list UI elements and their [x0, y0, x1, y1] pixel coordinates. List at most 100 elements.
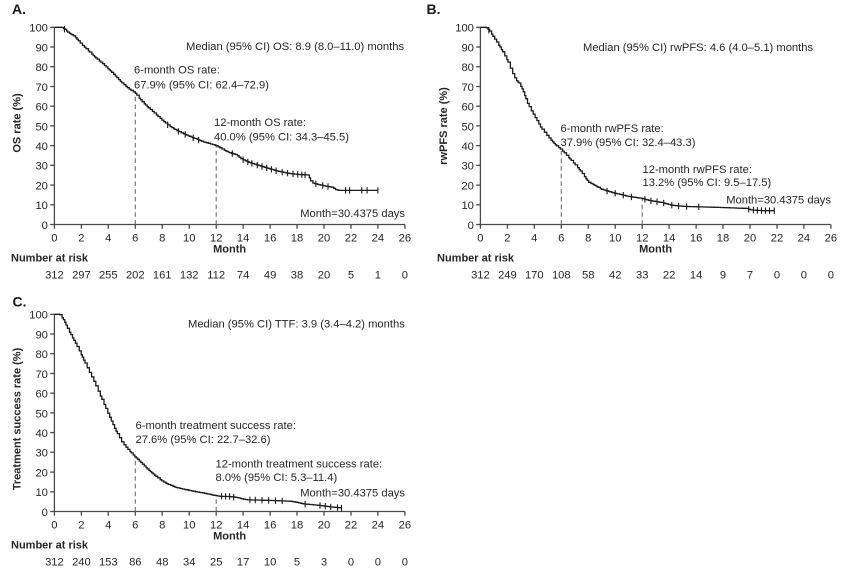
svg-text:rwPFS rate (%): rwPFS rate (%) — [438, 87, 450, 165]
svg-text:0: 0 — [468, 220, 474, 232]
svg-text:Number at risk: Number at risk — [437, 252, 515, 264]
svg-text:0: 0 — [402, 557, 408, 569]
svg-text:70: 70 — [35, 369, 47, 381]
svg-text:1: 1 — [375, 270, 381, 282]
svg-text:20: 20 — [35, 181, 47, 193]
svg-text:60: 60 — [461, 102, 473, 114]
svg-text:18: 18 — [291, 233, 303, 245]
svg-text:10: 10 — [264, 557, 276, 569]
svg-text:4: 4 — [105, 233, 111, 245]
svg-text:Treatment success rate (%): Treatment success rate (%) — [12, 347, 24, 490]
svg-text:40.0% (95% CI: 34.3–45.5): 40.0% (95% CI: 34.3–45.5) — [214, 132, 349, 144]
svg-text:22: 22 — [345, 233, 357, 245]
svg-text:20: 20 — [461, 181, 473, 193]
svg-text:13.2% (95% CI: 9.5–17.5): 13.2% (95% CI: 9.5–17.5) — [643, 177, 772, 189]
svg-text:0: 0 — [51, 233, 57, 245]
svg-text:202: 202 — [126, 270, 145, 282]
svg-text:49: 49 — [264, 270, 276, 282]
svg-text:0: 0 — [402, 270, 408, 282]
svg-text:10: 10 — [35, 200, 47, 212]
svg-text:20: 20 — [318, 233, 330, 245]
svg-text:5: 5 — [348, 270, 354, 282]
svg-text:0: 0 — [42, 220, 48, 232]
svg-text:6: 6 — [132, 520, 138, 532]
svg-text:100: 100 — [29, 310, 48, 322]
svg-text:108: 108 — [552, 270, 571, 282]
svg-text:3: 3 — [321, 557, 327, 569]
svg-text:8.0% (95% CI: 5.3–11.4): 8.0% (95% CI: 5.3–11.4) — [216, 472, 338, 484]
svg-text:12: 12 — [210, 520, 222, 532]
svg-text:12-month rwPFS rate:: 12-month rwPFS rate: — [643, 164, 752, 176]
svg-text:16: 16 — [264, 233, 276, 245]
svg-text:90: 90 — [35, 42, 47, 54]
svg-text:20: 20 — [318, 270, 330, 282]
svg-text:Month: Month — [213, 244, 246, 256]
svg-text:8: 8 — [585, 233, 591, 245]
svg-text:2: 2 — [78, 233, 84, 245]
svg-text:Month=30.4375 days: Month=30.4375 days — [726, 195, 831, 207]
svg-text:14: 14 — [663, 233, 675, 245]
svg-text:Month=30.4375 days: Month=30.4375 days — [300, 488, 405, 500]
svg-text:Median (95% CI) rwPFS: 4.6 (4.: Median (95% CI) rwPFS: 4.6 (4.0–5.1) mon… — [583, 42, 813, 54]
svg-text:38: 38 — [291, 270, 303, 282]
svg-text:90: 90 — [35, 329, 47, 341]
svg-text:0: 0 — [801, 270, 807, 282]
svg-text:60: 60 — [35, 102, 47, 114]
svg-text:9: 9 — [720, 270, 726, 282]
svg-text:C.: C. — [13, 294, 27, 310]
svg-text:10: 10 — [35, 487, 47, 499]
svg-text:70: 70 — [461, 82, 473, 94]
svg-text:153: 153 — [99, 557, 118, 569]
svg-text:14: 14 — [690, 270, 702, 282]
svg-text:70: 70 — [35, 82, 47, 94]
svg-text:80: 80 — [461, 62, 473, 74]
svg-text:6-month rwPFS rate:: 6-month rwPFS rate: — [561, 123, 664, 135]
svg-text:40: 40 — [35, 141, 47, 153]
svg-text:0: 0 — [348, 557, 354, 569]
svg-text:0: 0 — [42, 507, 48, 519]
svg-text:60: 60 — [35, 389, 47, 401]
svg-text:24: 24 — [372, 233, 384, 245]
svg-text:14: 14 — [237, 520, 249, 532]
svg-text:42: 42 — [609, 270, 621, 282]
svg-text:40: 40 — [35, 428, 47, 440]
svg-text:100: 100 — [29, 23, 48, 35]
svg-text:20: 20 — [35, 468, 47, 480]
svg-text:Number at risk: Number at risk — [11, 539, 89, 551]
svg-text:30: 30 — [35, 448, 47, 460]
svg-text:OS rate (%): OS rate (%) — [12, 93, 24, 153]
svg-text:240: 240 — [72, 557, 91, 569]
svg-text:0: 0 — [477, 233, 483, 245]
svg-text:7: 7 — [747, 270, 753, 282]
svg-text:12: 12 — [636, 233, 648, 245]
svg-text:24: 24 — [372, 520, 384, 532]
svg-text:80: 80 — [35, 349, 47, 361]
svg-text:50: 50 — [35, 408, 47, 420]
svg-text:24: 24 — [798, 233, 810, 245]
svg-text:297: 297 — [72, 270, 91, 282]
svg-text:5: 5 — [294, 557, 300, 569]
svg-text:22: 22 — [771, 233, 783, 245]
svg-text:58: 58 — [582, 270, 594, 282]
svg-text:6: 6 — [132, 233, 138, 245]
svg-text:26: 26 — [825, 233, 837, 245]
svg-text:0: 0 — [774, 270, 780, 282]
svg-text:B.: B. — [427, 1, 441, 17]
svg-text:2: 2 — [504, 233, 510, 245]
svg-text:20: 20 — [744, 233, 756, 245]
svg-text:27.6% (95% CI: 22.7–32.6): 27.6% (95% CI: 22.7–32.6) — [136, 434, 271, 446]
svg-text:161: 161 — [153, 270, 172, 282]
svg-text:Month=30.4375 days: Month=30.4375 days — [300, 208, 405, 220]
svg-text:6-month OS rate:: 6-month OS rate: — [134, 65, 220, 77]
svg-text:33: 33 — [636, 270, 648, 282]
svg-text:Month: Month — [639, 244, 672, 256]
svg-text:12-month OS rate:: 12-month OS rate: — [214, 117, 306, 129]
svg-text:312: 312 — [45, 270, 64, 282]
svg-text:14: 14 — [237, 233, 249, 245]
svg-text:249: 249 — [498, 270, 517, 282]
svg-text:6: 6 — [558, 233, 564, 245]
svg-text:12-month treatment success rat: 12-month treatment success rate: — [216, 459, 383, 471]
svg-text:18: 18 — [717, 233, 729, 245]
svg-text:4: 4 — [531, 233, 537, 245]
svg-text:34: 34 — [183, 557, 195, 569]
